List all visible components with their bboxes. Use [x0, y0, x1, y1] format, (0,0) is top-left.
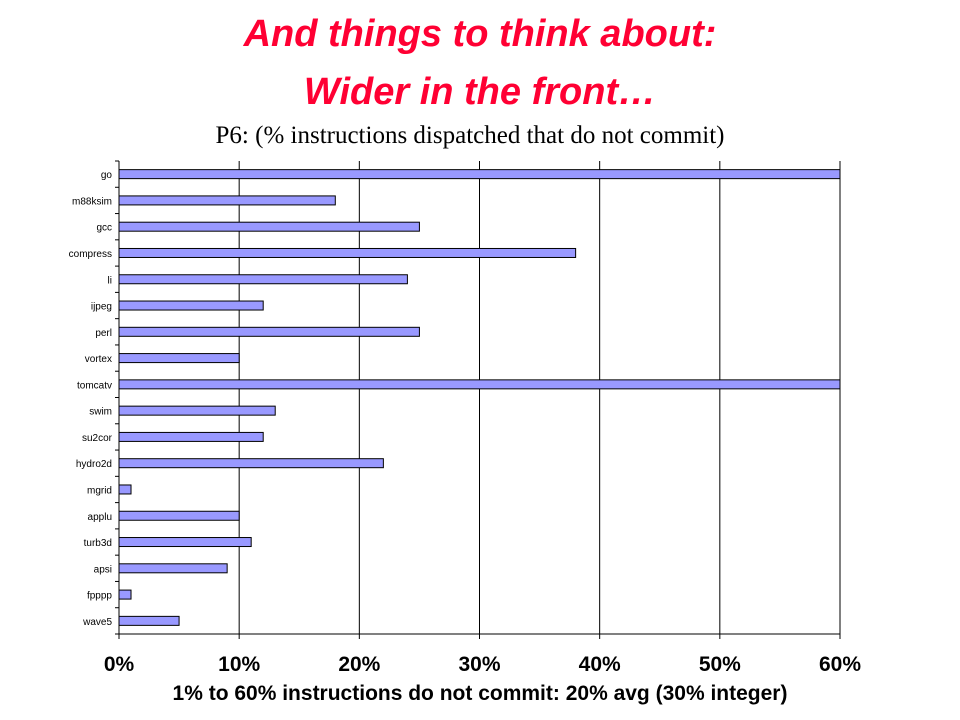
gridlines — [238, 161, 841, 634]
bar-tomcatv — [118, 379, 841, 390]
bar-hydro2d — [118, 458, 384, 469]
bar-go — [118, 169, 841, 180]
bar-wave5 — [118, 615, 180, 626]
y-category-label: tomcatv — [77, 380, 112, 391]
y-category-label: apsi — [94, 564, 112, 575]
x-tick-label: 50% — [699, 653, 741, 676]
bar-su2cor — [118, 431, 264, 442]
x-tick-label: 0% — [104, 653, 135, 676]
y-category-label: turb3d — [84, 538, 112, 549]
y-category-label: hydro2d — [76, 459, 112, 470]
bar-vortex — [118, 353, 240, 364]
bar-turb3d — [118, 537, 252, 548]
y-category-label: vortex — [85, 354, 112, 365]
axis-labels: 0% 10% 20% 30% 40% 50% 60% go m88ksim gcc compress… — [69, 170, 862, 676]
bar-ijpeg — [118, 300, 264, 311]
bar-swim — [118, 405, 276, 416]
y-category-label: compress — [69, 249, 112, 260]
bar-apsi — [118, 563, 228, 574]
x-tick-label: 20% — [338, 653, 380, 676]
y-category-label: perl — [95, 328, 112, 339]
bar-applu — [118, 510, 240, 521]
y-category-label: fpppp — [87, 591, 112, 602]
chart-title: P6: (% instructions dispatched that do n… — [215, 122, 725, 149]
y-category-label: go — [101, 170, 113, 181]
slide-title-line-1: And things to think about: — [243, 13, 717, 55]
bar-compress — [118, 247, 577, 258]
slide-title-line-2: Wider in the front… — [303, 71, 657, 113]
y-category-label: wave5 — [82, 617, 112, 628]
y-category-label: mgrid — [87, 485, 112, 496]
bar-perl — [118, 326, 420, 337]
y-category-label: su2cor — [82, 433, 113, 444]
axes — [115, 160, 841, 639]
y-category-label: applu — [88, 512, 112, 523]
bar-mgrid — [118, 484, 132, 495]
y-category-label: li — [108, 275, 112, 286]
x-tick-label: 10% — [218, 653, 260, 676]
bar-m88ksim — [118, 195, 336, 206]
bar-gcc — [118, 221, 420, 232]
x-tick-label: 30% — [458, 653, 500, 676]
y-category-label: gcc — [96, 223, 112, 234]
bar-fpppp — [118, 589, 132, 600]
y-category-label: swim — [89, 407, 112, 418]
x-tick-label: 60% — [819, 653, 861, 676]
y-category-label: m88ksim — [72, 196, 112, 207]
bar-li — [118, 274, 408, 285]
x-tick-label: 40% — [579, 653, 621, 676]
y-category-label: ijpeg — [91, 302, 112, 313]
x-axis-title: 1% to 60% instructions do not commit: 20… — [172, 682, 788, 705]
